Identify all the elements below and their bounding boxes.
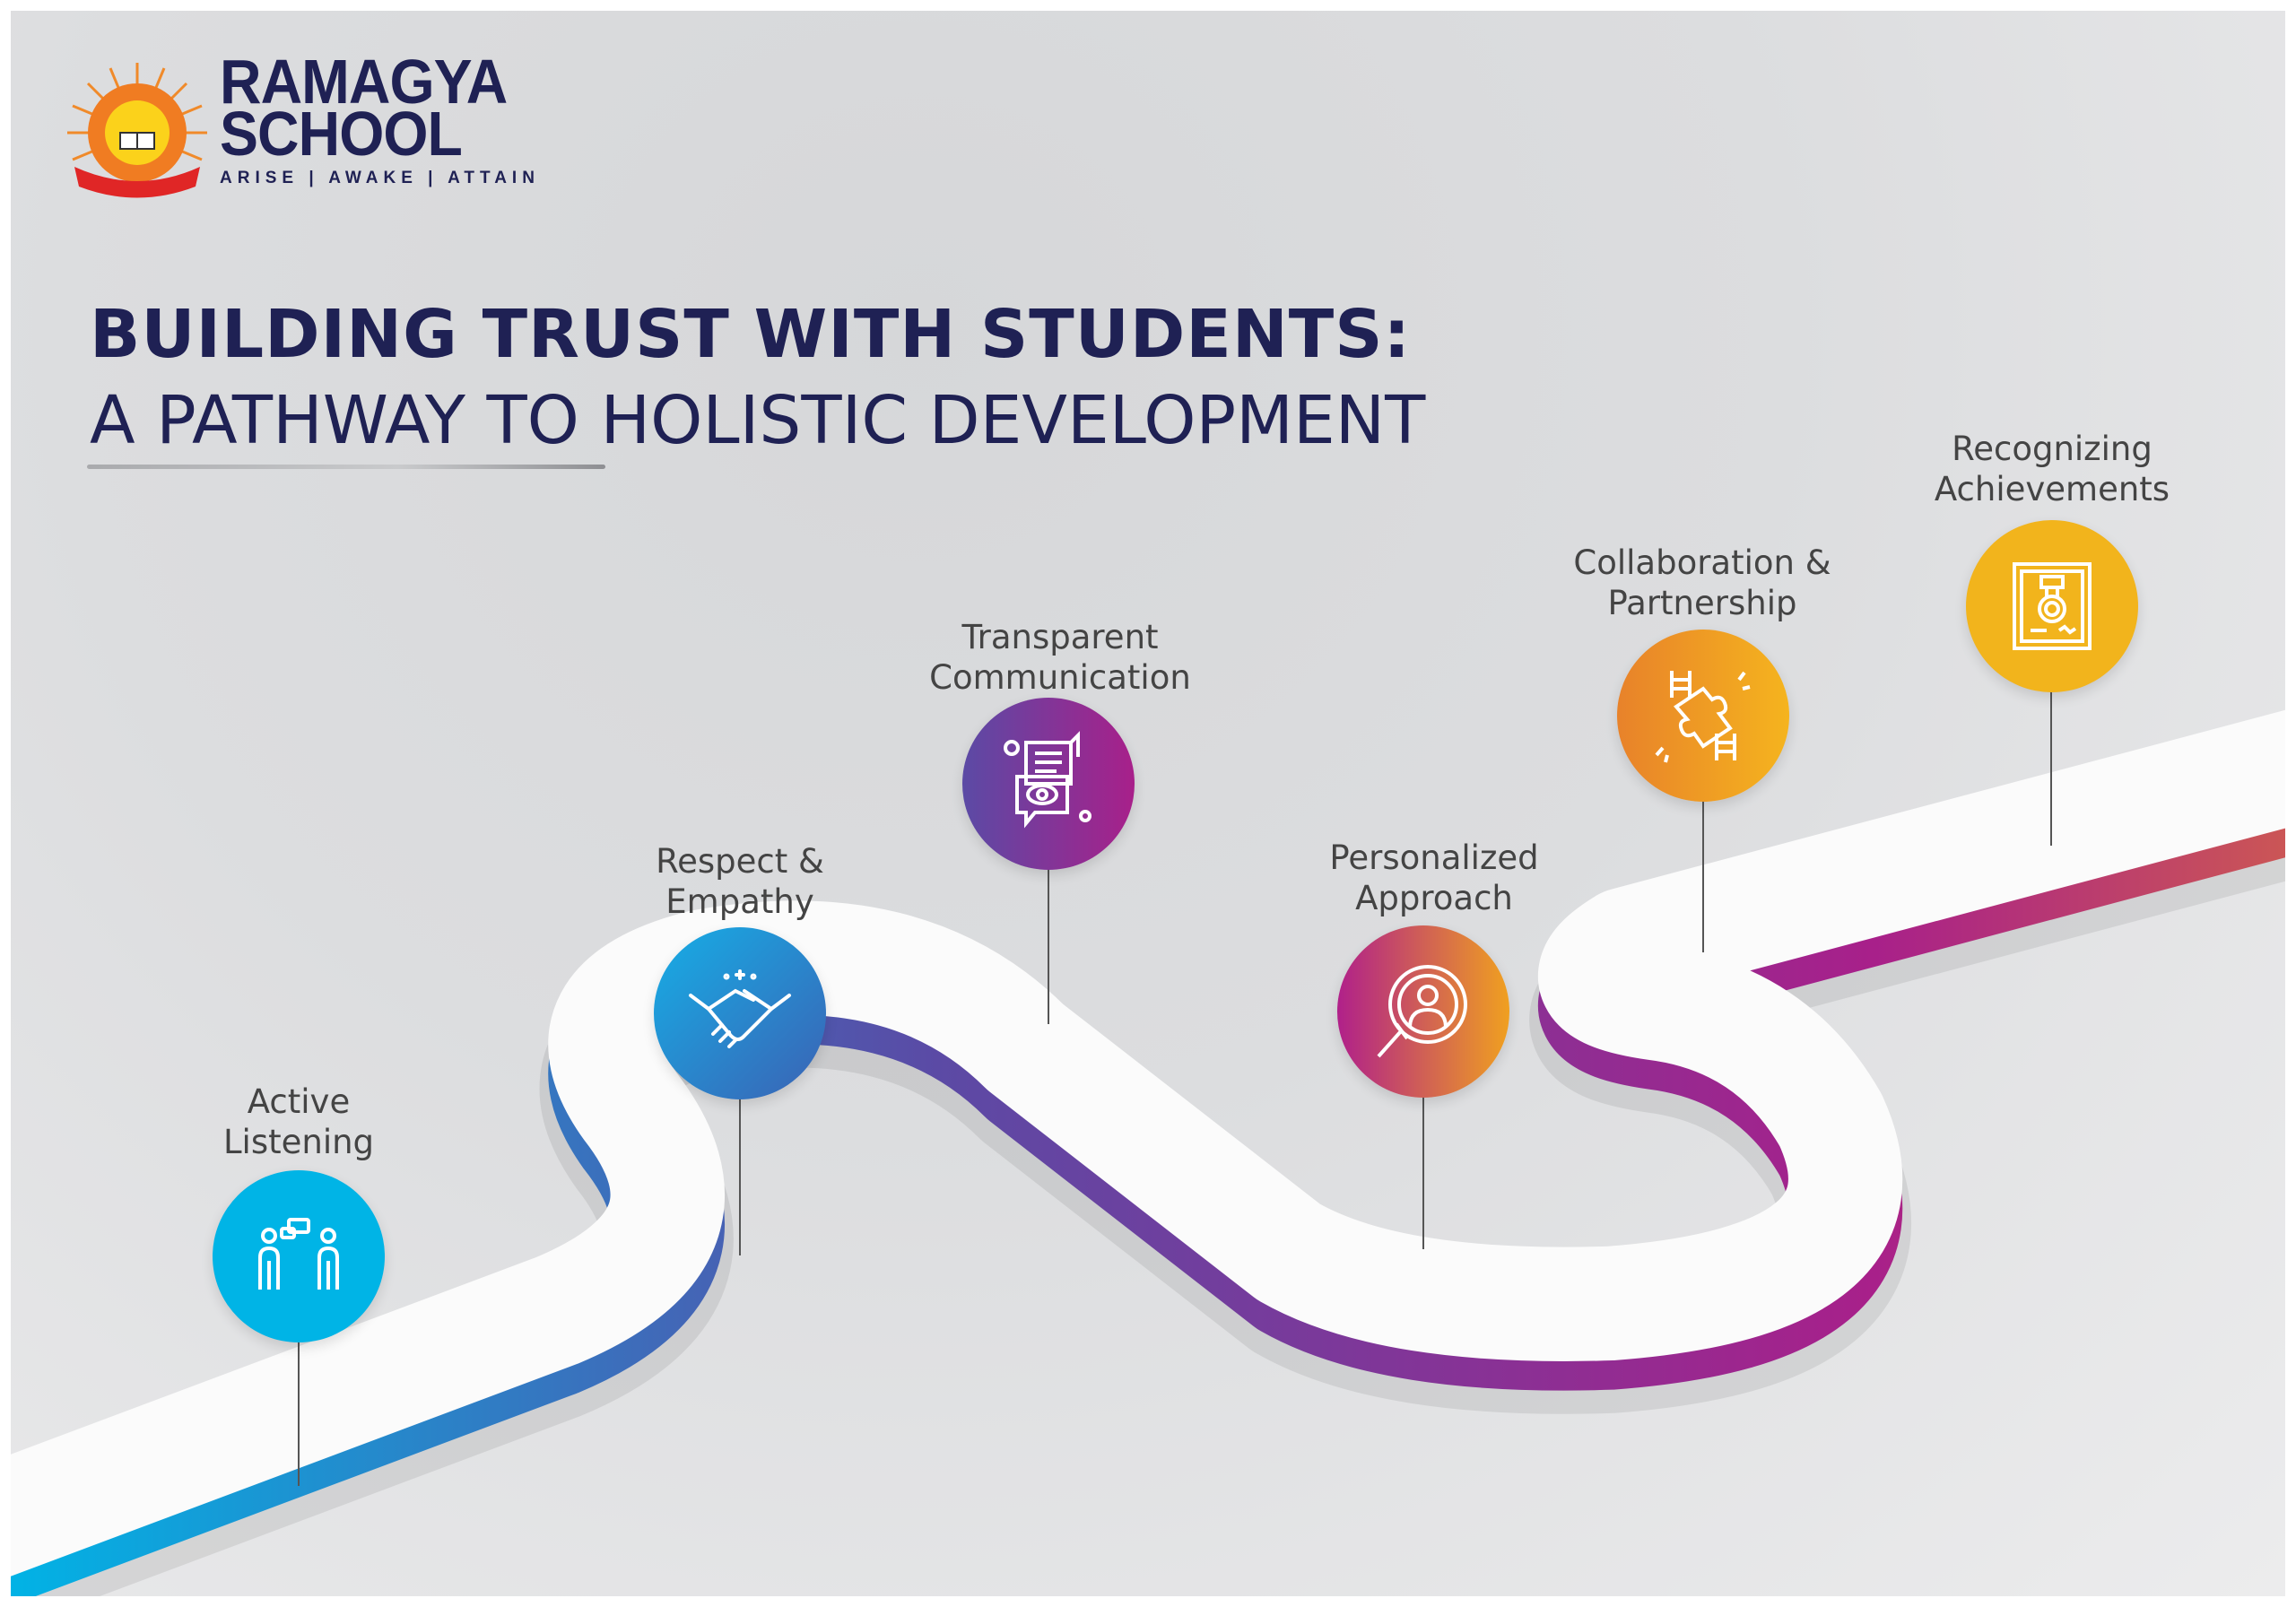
chat-eye-icon — [1004, 731, 1091, 829]
step-circle-respect-empathy — [654, 927, 826, 1099]
step-circle-recognizing-achievements — [1966, 520, 2138, 692]
step-pin-line — [1422, 1011, 1424, 1249]
user-target-icon — [1377, 965, 1467, 1058]
school-logo — [61, 61, 213, 209]
step-circle-transparent-communication — [962, 698, 1135, 870]
brand-name-line2: SCHOOL — [220, 99, 463, 169]
step-circle-active-listening — [213, 1170, 385, 1342]
step-label-respect-empathy: Respect & Empathy — [656, 842, 824, 921]
step-circle-collaboration-partnership — [1617, 630, 1789, 802]
title-underline — [87, 465, 605, 469]
step-label-collaboration-partnership: Collaboration & Partnership — [1573, 543, 1831, 622]
road-surface — [11, 709, 2285, 1577]
page-subtitle: A PATHWAY TO HOLISTIC DEVELOPMENT — [90, 382, 1426, 459]
step-label-active-listening: Active Listening — [222, 1082, 375, 1161]
step-pin-line — [1048, 791, 1049, 1024]
handshake-icon — [689, 969, 791, 1048]
step-pin-line — [1702, 716, 1704, 952]
puzzle-hands-icon — [1655, 671, 1751, 763]
infographic-canvas: RAMAGYA SCHOOL ARISE | AWAKE | ATTAIN BU… — [11, 11, 2285, 1596]
step-label-transparent-communication: Transparent Communication — [929, 618, 1191, 697]
people-conversation-icon — [258, 1218, 339, 1290]
pathway-road — [11, 709, 2285, 1596]
brand-name: RAMAGYA SCHOOL ARISE | AWAKE | ATTAIN — [220, 47, 540, 188]
step-pin-line — [298, 1256, 300, 1486]
page-title: BUILDING TRUST WITH STUDENTS: — [90, 296, 1412, 373]
sun-book-emblem-icon — [67, 63, 207, 198]
step-pin-line — [739, 1015, 741, 1255]
step-label-recognizing-achievements: Recognizing Achievements — [1934, 430, 2170, 508]
step-label-personalized-approach: Personalized Approach — [1329, 838, 1539, 917]
brand-name-line1: RAMAGYA — [220, 47, 508, 117]
brand-tagline: ARISE | AWAKE | ATTAIN — [220, 169, 540, 187]
step-pin-line — [2050, 607, 2052, 846]
certificate-icon — [2013, 562, 2092, 650]
step-circle-personalized-approach — [1337, 925, 1509, 1098]
